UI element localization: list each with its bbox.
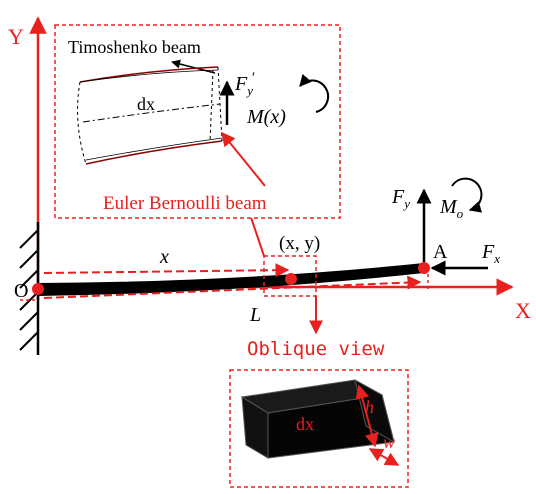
y-axis-label: Y (8, 24, 24, 49)
moment-arrow (299, 73, 330, 113)
element-neutral-axis (82, 103, 221, 123)
block-h-label: h (365, 397, 374, 417)
block-w-label: w (383, 432, 395, 452)
x-dimension-arrow (43, 263, 290, 278)
section-point (285, 273, 297, 285)
element-top-fiber (79, 69, 219, 83)
tip-loads: Fy Fx A Mo (391, 177, 500, 276)
dimension-arrows: x L (20, 246, 429, 326)
tip-point-a (418, 262, 430, 274)
timoshenko-pointer (171, 59, 216, 74)
mo-label: Mo (439, 196, 464, 221)
wall-support (19, 222, 40, 355)
length-dimension-arrow (43, 275, 422, 299)
x-dimension-label: x (159, 246, 169, 268)
origin-label: O (14, 280, 28, 302)
block-w-arrow (368, 448, 400, 466)
element-top-edge (79, 66, 219, 83)
timoshenko-label: Timoshenko beam (68, 37, 201, 57)
section-point-label: (x, y) (279, 233, 320, 254)
fy-label: Fy (391, 186, 410, 211)
origin-point (32, 283, 44, 295)
length-label: L (249, 304, 261, 326)
block-dx-label: dx (296, 414, 314, 434)
inset-border (54, 24, 341, 219)
inset-dx-label: dx (137, 94, 155, 114)
element-bottom-fiber (85, 137, 223, 161)
euler-pointer (221, 131, 266, 187)
x-axis-label: X (515, 298, 531, 323)
block-h-arrow (355, 384, 379, 448)
cantilever-beam (32, 262, 430, 296)
euler-right-face (209, 69, 214, 143)
element-left-face (77, 81, 87, 165)
oblique-view-label: Oblique view (247, 338, 385, 360)
timoshenko-right-face (217, 66, 223, 142)
shear-force-label: Fy′ (234, 70, 255, 98)
section-highlight-box (263, 255, 317, 297)
euler-bernoulli-label: Euler Bernoulli beam (103, 193, 267, 214)
beam-body (38, 263, 424, 296)
tip-label-a: A (433, 241, 448, 263)
fx-label: Fx (481, 241, 500, 266)
oblique-view-inset: dx h w (229, 369, 409, 488)
beam-element-inset: Timoshenko beam dx Fy′ M(x) Euler Bernou… (54, 24, 341, 219)
element-bottom-edge (85, 140, 223, 165)
mo-moment-arrow (451, 177, 483, 213)
moment-label: M(x) (246, 106, 286, 128)
